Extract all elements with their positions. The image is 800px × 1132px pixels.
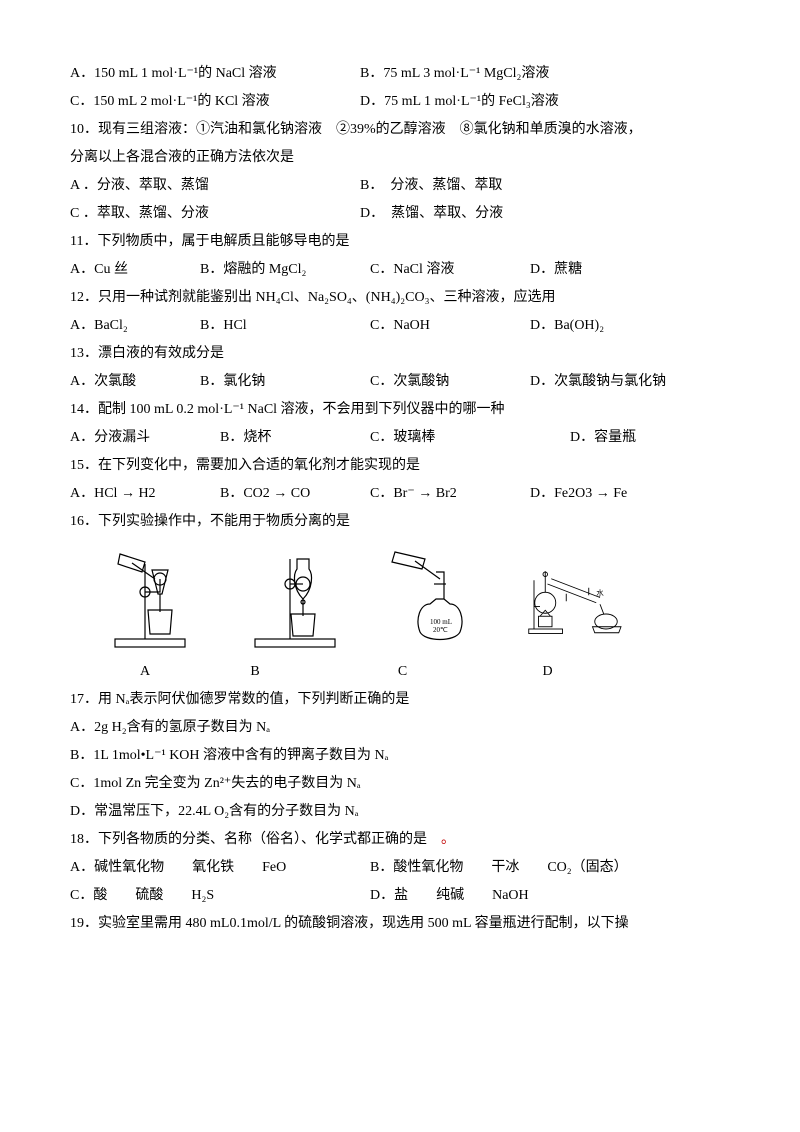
- q15-opt-d: D．Fe2O3 → Fe: [530, 480, 690, 508]
- svg-text:水: 水: [596, 587, 604, 597]
- q13-stem: 13．漂白液的有效成分是: [70, 340, 730, 368]
- q10-opt-c: C ．萃取、蒸馏、分液: [70, 200, 360, 228]
- q18-opt-c: C．酸 硫酸 H₂S: [70, 882, 370, 910]
- diagram-volumetric-flask: 100 mL 20℃: [380, 544, 500, 654]
- q14-opt-a: A．分液漏斗: [70, 424, 220, 452]
- q9-row1: A．150 mL 1 mol·L⁻¹的 NaCl 溶液 B．75 mL 3 mo…: [70, 60, 730, 88]
- svg-text:20℃: 20℃: [433, 626, 448, 634]
- q11-opts: A．Cu 丝 B．熔融的 MgCl₂ C．NaCl 溶液 D．蔗糖: [70, 256, 730, 284]
- q18-stem: 18．下列各物质的分类、名称（俗名）、化学式都正确的是 。: [70, 826, 730, 854]
- q16-label-b: B: [180, 658, 330, 686]
- q19-stem: 19．实验室里需用 480 mL0.1mol/L 的硫酸铜溶液，现选用 500 …: [70, 910, 730, 938]
- q14-stem: 14．配制 100 mL 0.2 mol·L⁻¹ NaCl 溶液，不会用到下列仪…: [70, 396, 730, 424]
- q11-opt-b: B．熔融的 MgCl₂: [200, 256, 370, 284]
- q9-opt-c: C．150 mL 2 mol·L⁻¹的 KCl 溶液: [70, 88, 360, 116]
- q17-opt-b: B．1L 1mol•L⁻¹ KOH 溶液中含有的钾离子数目为 Nₐ: [70, 742, 730, 770]
- q9-opt-b: B．75 mL 3 mol·L⁻¹ MgCl₂溶液: [360, 60, 549, 88]
- q12-opt-c: C．NaOH: [370, 312, 530, 340]
- q12-stem: 12．只用一种试剂就能鉴别出 NH₄Cl、Na₂SO₄、(NH₄)₂CO₃、三种…: [70, 284, 730, 312]
- q12-opt-d: D．Ba(OH)₂: [530, 312, 690, 340]
- q11-stem: 11．下列物质中，属于电解质且能够导电的是: [70, 228, 730, 256]
- q16-label-c: C: [330, 658, 475, 686]
- q16-label-d: D: [475, 658, 620, 686]
- q10-row2: C ．萃取、蒸馏、分液 D． 蒸馏、萃取、分液: [70, 200, 730, 228]
- q18-opt-d: D．盐 纯碱 NaOH: [370, 882, 529, 910]
- q18-row2: C．酸 硫酸 H₂S D．盐 纯碱 NaOH: [70, 882, 730, 910]
- q15-opts: A．HCl → H2 B．CO2 → CO C．Br⁻ → Br2 D．Fe2O…: [70, 480, 730, 508]
- q16-diagrams: 100 mL 20℃ 水: [90, 544, 730, 654]
- q18-stem-text: 18．下列各物质的分类、名称（俗名）、化学式都正确的是: [70, 832, 441, 847]
- q11-opt-c: C．NaCl 溶液: [370, 256, 530, 284]
- q13-opts: A．次氯酸 B．氯化钠 C．次氯酸钠 D．次氯酸钠与氯化钠: [70, 368, 730, 396]
- q14-opts: A．分液漏斗 B．烧杯 C．玻璃棒 D．容量瓶: [70, 424, 730, 452]
- q14-opt-b: B．烧杯: [220, 424, 370, 452]
- q17-opt-a: A．2g H₂含有的氢原子数目为 Nₐ: [70, 714, 730, 742]
- q17-opt-d: D．常温常压下，22.4L O₂含有的分子数目为 Nₐ: [70, 798, 730, 826]
- q16-labels: A B C D: [110, 658, 730, 686]
- q17-stem: 17．用 Nₐ表示阿伏伽德罗常数的值，下列判断正确的是: [70, 686, 730, 714]
- q10-opt-d: D． 蒸馏、萃取、分液: [360, 200, 503, 228]
- q12-opt-b: B．HCl: [200, 312, 370, 340]
- q10-stem2: 分离以上各混合液的正确方法依次是: [70, 144, 730, 172]
- q11-opt-a: A．Cu 丝: [70, 256, 200, 284]
- q18-opt-a: A．碱性氧化物 氧化铁 FeO: [70, 854, 370, 882]
- q9-opt-a: A．150 mL 1 mol·L⁻¹的 NaCl 溶液: [70, 60, 360, 88]
- q13-opt-c: C．次氯酸钠: [370, 368, 530, 396]
- q10-stem: 10．现有三组溶液：①汽油和氯化钠溶液 ②39%的乙醇溶液 ⑧氯化钠和单质溴的水…: [70, 116, 730, 144]
- q11-opt-d: D．蔗糖: [530, 256, 690, 284]
- q16-stem: 16．下列实验操作中，不能用于物质分离的是: [70, 508, 730, 536]
- q14-opt-d: D．容量瓶: [570, 424, 730, 452]
- q10-opt-a: A ．分液、萃取、蒸馏: [70, 172, 360, 200]
- q15-opt-a: A．HCl → H2: [70, 480, 220, 508]
- q13-opt-d: D．次氯酸钠与氯化钠: [530, 368, 690, 396]
- q16-label-a: A: [110, 658, 180, 686]
- q12-opts: A．BaCl₂ B．HCl C．NaOH D．Ba(OH)₂: [70, 312, 730, 340]
- q15-stem: 15．在下列变化中，需要加入合适的氧化剂才能实现的是: [70, 452, 730, 480]
- accent-dot: 。: [441, 832, 455, 847]
- q18-opt-b: B．酸性氧化物 干冰 CO₂（固态）: [370, 854, 628, 882]
- q14-opt-c: C．玻璃棒: [370, 424, 570, 452]
- q15-opt-c: C．Br⁻ → Br2: [370, 480, 530, 508]
- q13-opt-b: B．氯化钠: [200, 368, 370, 396]
- svg-text:100 mL: 100 mL: [430, 618, 452, 626]
- q18-row1: A．碱性氧化物 氧化铁 FeO B．酸性氧化物 干冰 CO₂（固态）: [70, 854, 730, 882]
- diagram-filtration: [90, 544, 210, 654]
- q9-row2: C．150 mL 2 mol·L⁻¹的 KCl 溶液 D．75 mL 1 mol…: [70, 88, 730, 116]
- q12-opt-a: A．BaCl₂: [70, 312, 200, 340]
- q9-opt-d: D．75 mL 1 mol·L⁻¹的 FeCl₃溶液: [360, 88, 559, 116]
- q10-row1: A ．分液、萃取、蒸馏 B． 分液、蒸馏、萃取: [70, 172, 730, 200]
- diagram-separating-funnel: [235, 544, 355, 654]
- q13-opt-a: A．次氯酸: [70, 368, 200, 396]
- diagram-distillation: 水: [525, 544, 645, 654]
- q15-opt-b: B．CO2 → CO: [220, 480, 370, 508]
- q10-opt-b: B． 分液、蒸馏、萃取: [360, 172, 502, 200]
- q17-opt-c: C．1mol Zn 完全变为 Zn²⁺失去的电子数目为 Nₐ: [70, 770, 730, 798]
